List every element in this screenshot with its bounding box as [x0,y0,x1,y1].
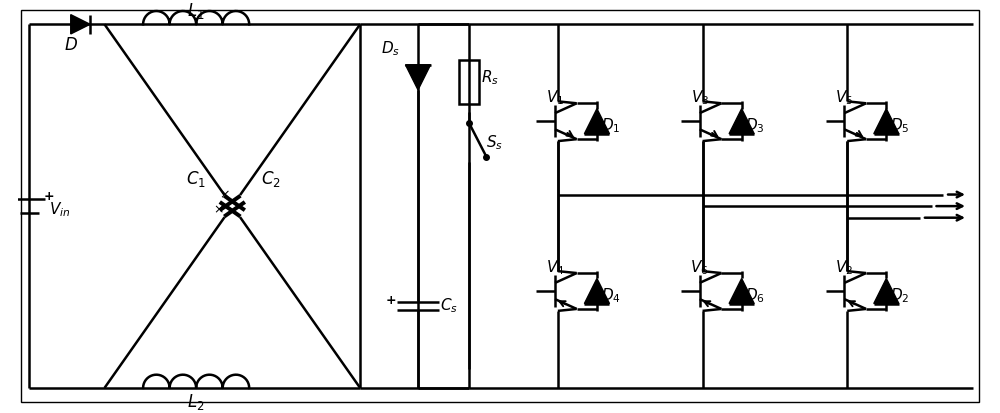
Text: $\times$: $\times$ [213,204,224,216]
Text: $V_{in}$: $V_{in}$ [49,201,71,219]
Text: $V_2$: $V_2$ [835,259,853,277]
Text: $C_s$: $C_s$ [440,297,458,315]
Text: $V_1$: $V_1$ [546,89,564,107]
Text: +: + [386,294,396,307]
Text: $V_5$: $V_5$ [835,89,853,107]
Text: $V_6$: $V_6$ [690,259,709,277]
Polygon shape [729,109,754,134]
Text: +: + [43,190,54,203]
Text: $L_1$: $L_1$ [187,1,205,21]
Text: $V_3$: $V_3$ [691,89,709,107]
Text: $D_2$: $D_2$ [890,287,910,305]
Polygon shape [729,278,754,304]
Polygon shape [405,65,431,90]
Text: $D_4$: $D_4$ [601,287,620,305]
Text: $D_6$: $D_6$ [745,287,765,305]
Text: $L_2$: $L_2$ [187,392,205,413]
Text: $D_5$: $D_5$ [890,117,910,135]
Text: $D_s$: $D_s$ [381,39,401,58]
Bar [459,60,479,104]
Polygon shape [874,278,899,304]
Polygon shape [71,14,90,34]
Text: $D_3$: $D_3$ [745,117,765,135]
Text: $V_4$: $V_4$ [546,259,564,277]
Text: $D_1$: $D_1$ [601,117,620,135]
Text: $C_1$: $C_1$ [186,169,206,189]
Text: $C_2$: $C_2$ [261,169,281,189]
Text: $\times$: $\times$ [219,188,229,201]
Polygon shape [874,109,899,134]
Text: $D$: $D$ [64,37,78,54]
Text: $S_s$: $S_s$ [486,133,503,152]
Polygon shape [584,278,609,304]
Text: $R_s$: $R_s$ [481,68,499,87]
Polygon shape [584,109,609,134]
